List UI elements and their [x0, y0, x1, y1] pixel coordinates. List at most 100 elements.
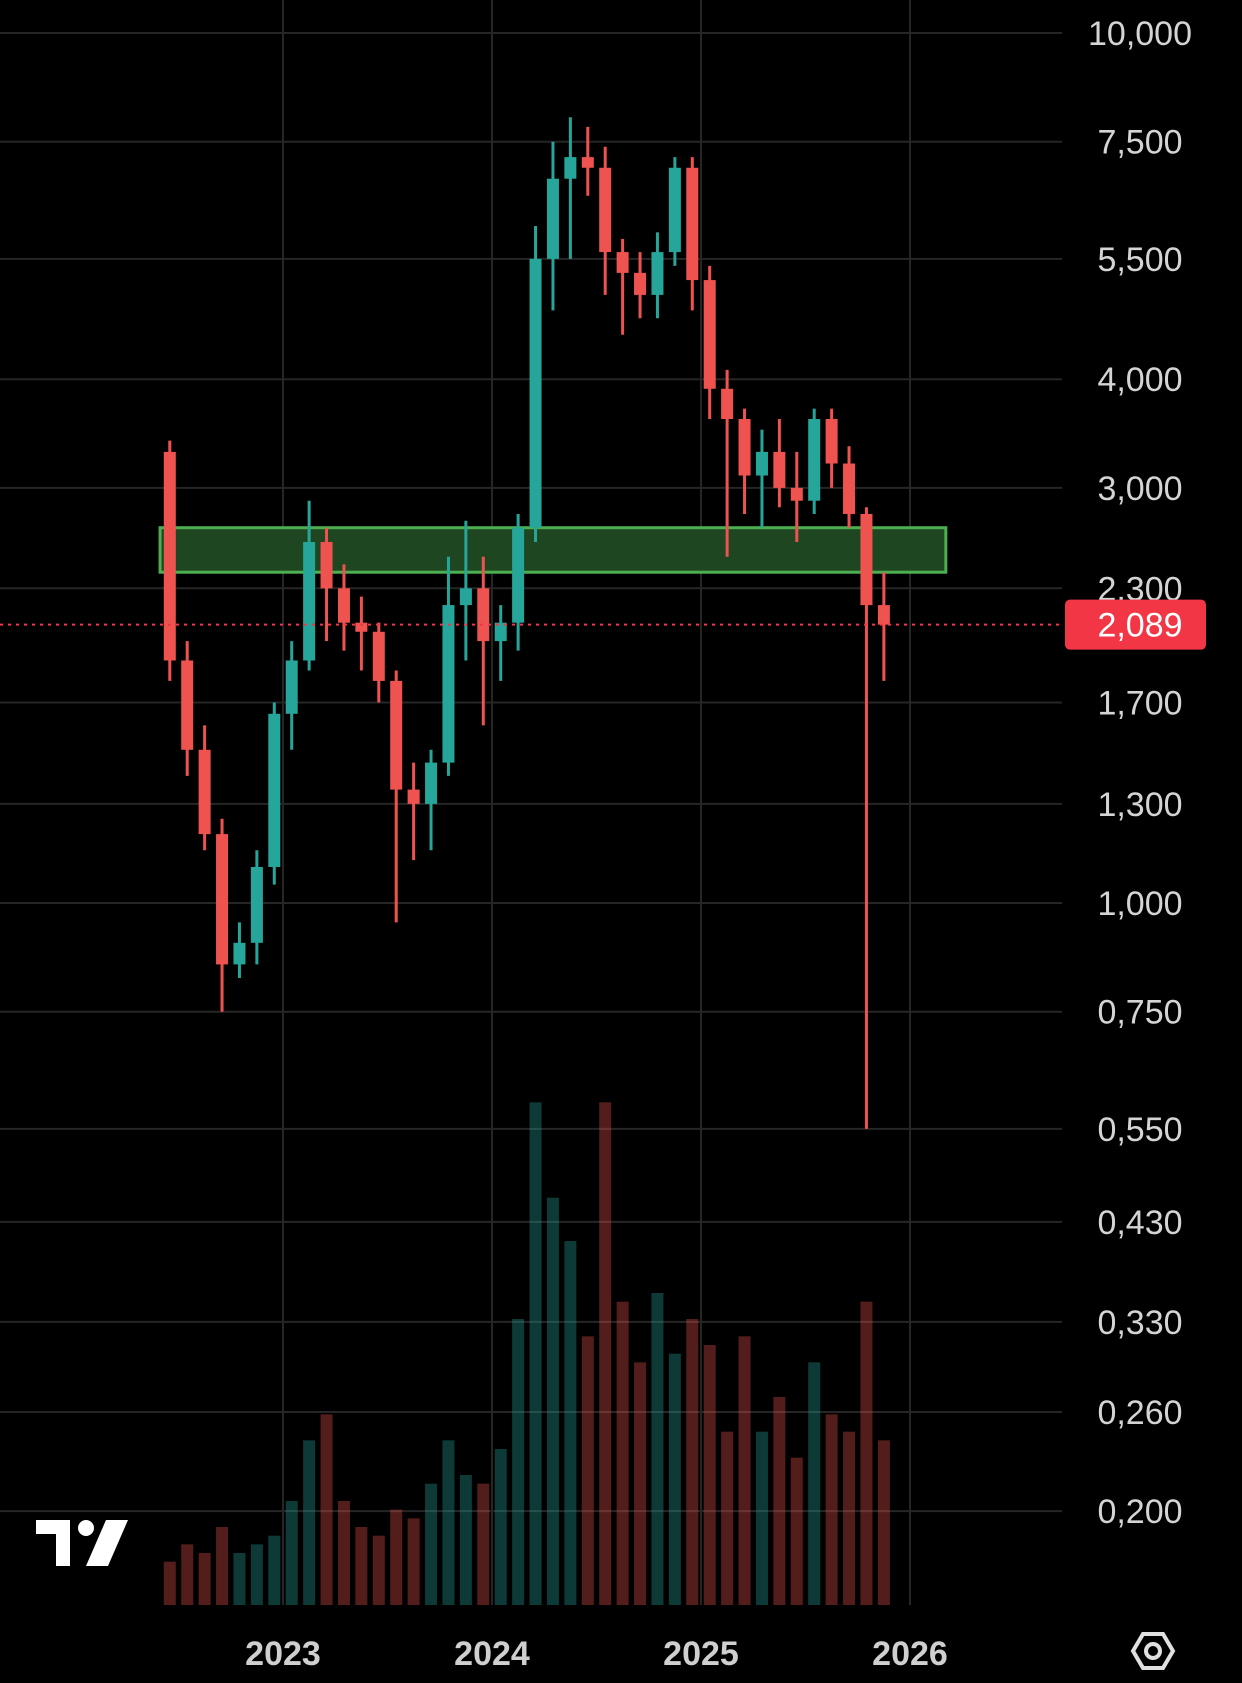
volume-bar [459, 1475, 472, 1605]
candle-body [198, 749, 211, 835]
volume-bar [755, 1431, 768, 1605]
candle-body [268, 713, 281, 867]
volume-bars [163, 1102, 890, 1605]
y-tick-label: 0,330 [1097, 1304, 1182, 1342]
volume-bar [390, 1509, 403, 1605]
y-tick-label: 5,500 [1097, 241, 1182, 279]
candle-body [390, 680, 403, 790]
y-tick-label: 3,000 [1097, 470, 1182, 508]
candle-body [216, 834, 229, 965]
candle-body [616, 252, 629, 273]
volume-bar [599, 1102, 612, 1605]
volume-bar [860, 1301, 873, 1605]
candle-body [442, 605, 455, 763]
candle-body [529, 258, 542, 528]
y-tick-label: 1,700 [1097, 685, 1182, 723]
candle-body [320, 541, 333, 589]
last-price-label: 2,089 [1097, 607, 1182, 645]
candle-body [808, 419, 821, 501]
volume-bar [634, 1362, 647, 1605]
volume-bar [303, 1440, 316, 1605]
candle-body [337, 588, 350, 623]
volume-bar [425, 1483, 438, 1605]
x-tick-label: 2023 [245, 1635, 321, 1673]
candle-body [546, 178, 559, 259]
x-axis[interactable]: 2023 2024 2025 2026 [245, 1635, 948, 1673]
y-tick-label: 0,750 [1097, 994, 1182, 1032]
candle-body [703, 280, 716, 389]
volume-bar [337, 1501, 350, 1605]
candle-body [668, 167, 681, 253]
candle-body [581, 157, 594, 168]
volume-bar [686, 1319, 699, 1605]
candle-body [494, 622, 507, 642]
candle-body [721, 388, 734, 420]
candle-body [877, 605, 890, 625]
volume-bar [581, 1336, 594, 1605]
last-price-tag: 2,089 [1065, 599, 1206, 650]
candle-body [686, 167, 699, 281]
candle-body [790, 487, 803, 501]
candle-body [303, 541, 316, 661]
volume-bar [738, 1336, 751, 1605]
volume-bar [285, 1501, 298, 1605]
candle-body [634, 272, 647, 295]
candle-body [250, 866, 263, 943]
candle-body [755, 451, 768, 476]
candle-body [285, 660, 298, 714]
chart-grid [0, 0, 1062, 1605]
volume-bar [372, 1535, 385, 1605]
volume-bar [843, 1431, 856, 1605]
y-axis[interactable]: 10,0007,5005,5004,0003,0002,3001,7001,30… [1088, 15, 1192, 1531]
tradingview-logo-icon[interactable] [36, 1520, 128, 1566]
candle-body [163, 451, 176, 661]
last-price-tag-background [1065, 599, 1206, 650]
price-candles [163, 117, 890, 1129]
volume-bar [250, 1544, 263, 1605]
candle-body [459, 588, 472, 606]
volume-bar [198, 1553, 211, 1605]
y-tick-label: 4,000 [1097, 361, 1182, 399]
volume-bar [442, 1440, 455, 1605]
volume-bar [651, 1293, 664, 1605]
candle-body [564, 157, 577, 179]
volume-bar [703, 1345, 716, 1605]
volume-bar [407, 1518, 420, 1605]
candle-body [773, 451, 786, 488]
candle-body [407, 789, 420, 804]
x-tick-label: 2024 [454, 1635, 530, 1673]
settings-hexagon-icon[interactable] [1130, 1632, 1176, 1670]
volume-bar [668, 1353, 681, 1605]
candle-body [372, 631, 385, 681]
candle-body [355, 622, 368, 632]
support-resistance-zone[interactable] [158, 526, 948, 574]
volume-bar [477, 1483, 490, 1605]
y-tick-label: 1,000 [1097, 885, 1182, 923]
y-tick-label: 0,430 [1097, 1204, 1182, 1242]
volume-bar [163, 1561, 176, 1605]
volume-bar [773, 1397, 786, 1605]
volume-bar [546, 1197, 559, 1605]
candle-body [477, 588, 490, 642]
y-tick-label: 7,500 [1097, 124, 1182, 162]
candle-body [599, 167, 612, 253]
y-tick-label: 10,000 [1088, 15, 1192, 53]
volume-bar [512, 1319, 525, 1605]
volume-bar [825, 1414, 838, 1605]
candle-body [181, 660, 194, 750]
volume-bar [790, 1457, 803, 1605]
volume-bar [320, 1414, 333, 1605]
candle-body [425, 762, 438, 804]
volume-bar [233, 1553, 246, 1605]
volume-bar [268, 1535, 281, 1605]
candle-body [512, 527, 525, 623]
volume-bar [877, 1440, 890, 1605]
candle-body [825, 419, 838, 464]
y-tick-label: 0,260 [1097, 1394, 1182, 1432]
y-tick-label: 0,200 [1097, 1493, 1182, 1531]
x-tick-label: 2025 [663, 1635, 739, 1673]
volume-bar [494, 1449, 507, 1605]
y-tick-label: 1,300 [1097, 786, 1182, 824]
volume-bar [808, 1362, 821, 1605]
